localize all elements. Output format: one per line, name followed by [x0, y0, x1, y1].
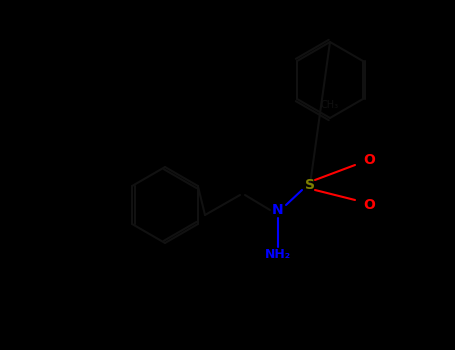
- Text: O: O: [363, 198, 375, 212]
- Text: N: N: [272, 203, 284, 217]
- Text: O: O: [363, 153, 375, 167]
- Text: NH₂: NH₂: [265, 248, 291, 261]
- Text: CH₃: CH₃: [321, 100, 339, 110]
- Text: S: S: [305, 178, 315, 192]
